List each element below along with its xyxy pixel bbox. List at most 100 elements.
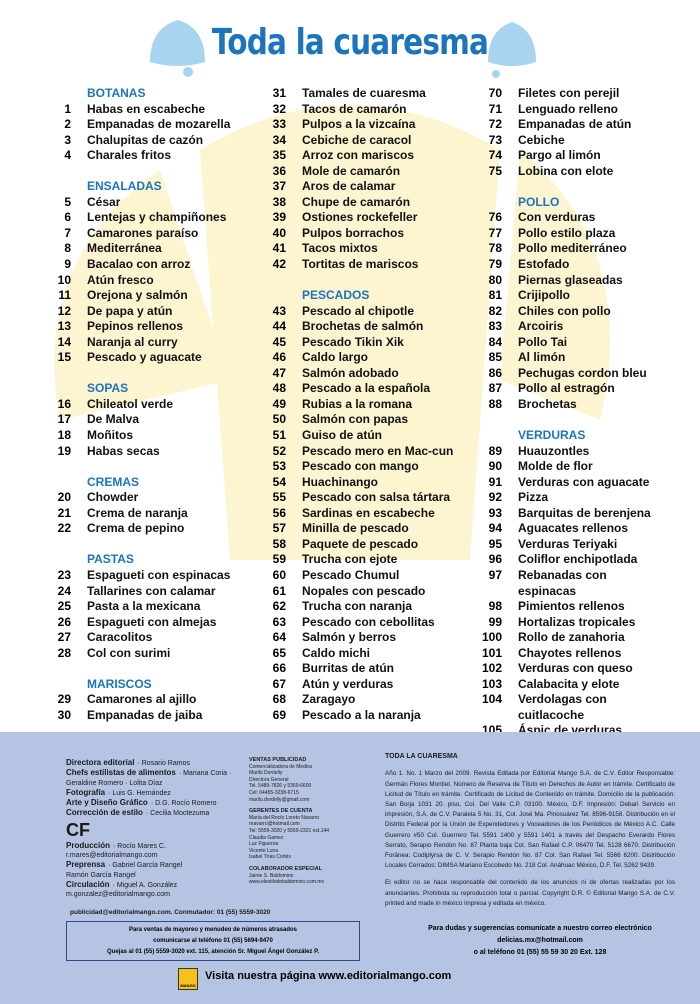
recipe-number: 13 — [57, 319, 71, 334]
recipe: 76 Con verduras — [477, 210, 657, 226]
recipe-name: Pescado con cebollitas — [302, 614, 435, 629]
recipe: 56 Sardinas en escabeche — [265, 506, 455, 522]
legal-text: Año 1. No. 1 Marzo del 2009. Revista Edi… — [385, 770, 675, 870]
recipe-number: 11 — [58, 288, 71, 303]
recipe: 69 Pescado a la naranja — [265, 708, 455, 724]
credit-role: Chefs estilistas de alimentos — [66, 768, 176, 778]
recipe-number: 55 — [272, 490, 286, 505]
legal-title: TODA LA CUARESMA — [385, 753, 458, 760]
recipe: 45 Pescado Tikin Xik — [265, 335, 455, 351]
spacer — [50, 366, 240, 382]
recipe-number: 87 — [488, 381, 502, 396]
recipe-number: 100 — [481, 630, 502, 645]
recipe-name: Arcoiris — [518, 319, 564, 334]
recipe-number: 74 — [488, 148, 502, 163]
recipe-name: Mole de camarón — [302, 163, 401, 178]
recipe-number: 61 — [272, 583, 286, 598]
section-heading: VERDURAS — [518, 428, 586, 443]
recipe-number: 38 — [272, 194, 286, 209]
recipe-number: 86 — [488, 365, 502, 380]
recipe: 82 Chiles con pollo — [477, 304, 657, 320]
credit: Corrección de estilo · Cecilia Moctezuma — [66, 808, 256, 818]
recipe-number: 68 — [272, 692, 286, 707]
recipe-name: Pepinos rellenos — [87, 319, 184, 334]
recipe-number: 27 — [57, 630, 71, 645]
recipe: 83 Arcoiris — [477, 319, 657, 335]
recipe: 40 Pulpos borrachos — [265, 226, 455, 242]
recipe-name: Lentejas y champiñones — [87, 210, 227, 225]
recipe-number: 4 — [64, 148, 71, 163]
recipe: 71 Lenguado relleno — [477, 102, 657, 118]
contact: publicidad@editorialmango.com. Conmutado… — [70, 909, 271, 916]
recipe-name: Espagueti con almejas — [87, 614, 217, 629]
recipe: 94 Aguacates rellenos — [477, 521, 657, 537]
recipe-number: 93 — [488, 505, 502, 520]
credit-role: Directora editorial — [66, 758, 135, 767]
recipe-name: Estofado — [518, 257, 570, 272]
recipe-number: 77 — [488, 225, 502, 240]
recipe-name: Pescado a la española — [302, 381, 431, 396]
recipe-name: Minilla de pescado — [302, 521, 409, 536]
recipe-number: 7 — [64, 225, 71, 240]
sales-line: María del Rocío Loreto Navarro — [249, 814, 320, 821]
recipe: 28 Col con surimi — [50, 646, 240, 662]
credit: Preprensa · Gabriel García Rangel Ramón Ga… — [66, 860, 256, 880]
sales-line: Isabel Trías Cortés — [249, 854, 291, 861]
recipe: 36 Mole de camarón — [265, 164, 455, 180]
credit-role: Circulación — [66, 879, 110, 889]
recipe: 13 Pepinos rellenos — [50, 319, 240, 335]
recipe: 86 Pechugas cordon bleu — [477, 366, 657, 382]
credit-name: · Gabriel García Rangel — [108, 862, 183, 870]
recipe: 10 Atún fresco — [50, 273, 240, 289]
spacer — [50, 459, 240, 475]
recipe-name: Pulpos borrachos — [302, 225, 405, 240]
recipe-number: 40 — [272, 225, 286, 240]
recipe-number: 26 — [57, 614, 71, 629]
recipe-number: 59 — [272, 552, 286, 567]
recipe-number: 42 — [272, 257, 286, 272]
recipe: 29 Camarones al ajillo — [50, 692, 240, 708]
recipe-name: Pimientos rellenos — [518, 599, 625, 614]
recipe-number: 99 — [488, 614, 502, 629]
recipe-number: 8 — [64, 241, 71, 256]
recipe: 87 Pollo al estragón — [477, 381, 657, 397]
sales-line: Comercializadora de Medios — [249, 763, 313, 770]
recipe-name: Hortalizas tropicales — [518, 614, 636, 629]
section-heading: ENSALADAS — [87, 179, 162, 194]
recipe-name: Pescado a la naranja — [302, 707, 421, 722]
recipe-name: Lenguado relleno — [518, 101, 619, 116]
title: Toda la cuaresma — [211, 22, 489, 63]
recipe-name: Verdolagas con cuitlacoche — [518, 692, 607, 722]
recipe-number: 20 — [57, 490, 71, 505]
recipe-number: 12 — [57, 303, 71, 318]
recipe-number: 101 — [481, 645, 502, 660]
recipe-name: Pescado y aguacate — [87, 350, 202, 365]
spacer — [477, 179, 657, 195]
recipe-number: 96 — [488, 552, 502, 567]
recipe-number: 62 — [272, 599, 286, 614]
recipe: 88 Brochetas — [477, 397, 657, 413]
recipe-name: Rollo de zanahoria — [518, 630, 625, 645]
recipe-name: Camarones al ajillo — [87, 692, 197, 707]
recipe-name: Brochetas — [518, 396, 577, 411]
credit-name: Ramón García Rangel — [66, 871, 136, 879]
recipe-number: 48 — [272, 381, 286, 396]
recipe-number: 44 — [272, 319, 286, 334]
spacer — [477, 412, 657, 428]
recipe: 64 Salmón y berros — [265, 630, 455, 646]
recipe-number: 60 — [272, 567, 286, 582]
decoration — [54, 20, 610, 560]
spacer — [265, 273, 455, 289]
recipe: 65 Caldo michi — [265, 646, 455, 662]
recipe-number: 35 — [272, 148, 286, 163]
sales-heading: VENTAS PUBLICIDAD — [249, 757, 307, 763]
recipe: 55 Pescado con salsa tártara — [265, 490, 455, 506]
recipe-number: 56 — [272, 505, 286, 520]
credit: Chefs estilistas de alimentos · Mariana C… — [66, 768, 256, 788]
recipe-name: Guiso de atún — [302, 428, 383, 443]
recipe-number: 95 — [488, 536, 502, 551]
recipe-number: 31 — [272, 86, 286, 100]
recipe-number: 49 — [272, 396, 286, 411]
recipe-name: Pasta a la mexicana — [87, 599, 201, 614]
recipe: 23 Espagueti con espinacas — [50, 568, 240, 584]
